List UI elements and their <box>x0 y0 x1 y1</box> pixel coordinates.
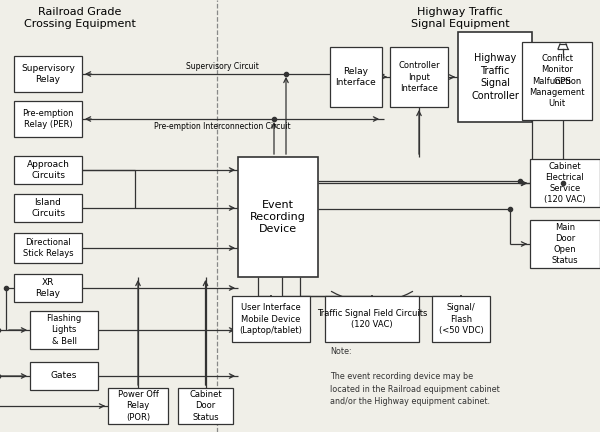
Text: Supervisory
Relay: Supervisory Relay <box>21 64 75 84</box>
Text: Pre-emption
Relay (PER): Pre-emption Relay (PER) <box>22 109 74 129</box>
Text: Note:

The event recording device may be
located in the Railroad equipment cabin: Note: The event recording device may be … <box>330 347 500 406</box>
FancyBboxPatch shape <box>522 42 592 120</box>
FancyBboxPatch shape <box>14 156 82 184</box>
FancyBboxPatch shape <box>108 388 168 424</box>
Text: Controller
Input
Interface: Controller Input Interface <box>398 61 440 92</box>
Text: Event
Recording
Device: Event Recording Device <box>250 200 306 235</box>
Text: GPS: GPS <box>554 77 572 86</box>
FancyBboxPatch shape <box>530 159 600 207</box>
FancyBboxPatch shape <box>330 47 382 107</box>
Text: Main
Door
Open
Status: Main Door Open Status <box>551 223 578 265</box>
Text: Traffic Signal Field Circuits
(120 VAC): Traffic Signal Field Circuits (120 VAC) <box>317 309 427 329</box>
Text: Railroad Grade
Crossing Equipment: Railroad Grade Crossing Equipment <box>24 7 136 29</box>
Text: Flashing
Lights
& Bell: Flashing Lights & Bell <box>46 314 82 346</box>
FancyBboxPatch shape <box>30 311 98 349</box>
Text: Approach
Circuits: Approach Circuits <box>26 160 70 180</box>
FancyBboxPatch shape <box>458 32 532 122</box>
Text: Cabinet
Door
Status: Cabinet Door Status <box>189 391 222 422</box>
FancyBboxPatch shape <box>14 194 82 222</box>
FancyBboxPatch shape <box>14 56 82 92</box>
FancyBboxPatch shape <box>178 388 233 424</box>
Text: Highway Traffic
Signal Equipment: Highway Traffic Signal Equipment <box>410 7 509 29</box>
Text: Cabinet
Electrical
Service
(120 VAC): Cabinet Electrical Service (120 VAC) <box>544 162 586 204</box>
FancyBboxPatch shape <box>544 57 582 107</box>
Text: Directional
Stick Relays: Directional Stick Relays <box>23 238 73 258</box>
Text: User Interface
Mobile Device
(Laptop/tablet): User Interface Mobile Device (Laptop/tab… <box>239 303 302 335</box>
Text: Conflict
Monitor
Malfunction
Management
Unit: Conflict Monitor Malfunction Management … <box>529 54 585 108</box>
FancyBboxPatch shape <box>325 296 419 342</box>
Text: Island
Circuits: Island Circuits <box>31 198 65 218</box>
Text: Relay
Interface: Relay Interface <box>335 67 376 87</box>
FancyBboxPatch shape <box>14 233 82 263</box>
FancyBboxPatch shape <box>432 296 490 342</box>
Text: Signal/
Flash
(<50 VDC): Signal/ Flash (<50 VDC) <box>439 303 484 335</box>
Text: Power Off
Relay
(POR): Power Off Relay (POR) <box>118 391 158 422</box>
Text: Highway
Traffic
Signal
Controller: Highway Traffic Signal Controller <box>471 54 519 101</box>
Text: Gates: Gates <box>51 372 77 381</box>
FancyBboxPatch shape <box>530 220 600 268</box>
FancyBboxPatch shape <box>14 274 82 302</box>
Text: Pre-emption Interconnection Circuit: Pre-emption Interconnection Circuit <box>154 122 290 131</box>
FancyBboxPatch shape <box>390 47 448 107</box>
FancyBboxPatch shape <box>14 101 82 137</box>
FancyBboxPatch shape <box>238 157 318 277</box>
FancyBboxPatch shape <box>30 362 98 390</box>
Text: XR
Relay: XR Relay <box>35 278 61 298</box>
Text: Supervisory Circuit: Supervisory Circuit <box>185 62 259 71</box>
FancyBboxPatch shape <box>232 296 310 342</box>
